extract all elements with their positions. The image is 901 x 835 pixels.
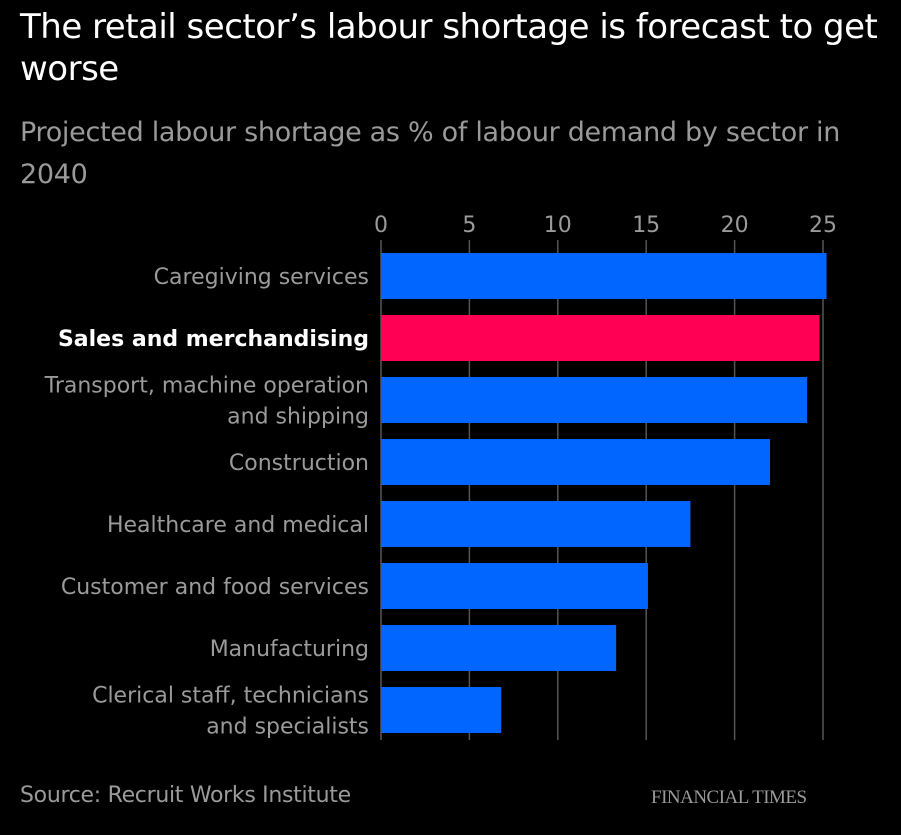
category-labels: Caregiving services Sales and merchandisi… xyxy=(44,265,369,740)
bar xyxy=(381,501,691,547)
category-label-line: Sales and merchandising xyxy=(58,327,369,352)
bars xyxy=(381,253,827,733)
category-label-line: Manufacturing xyxy=(210,637,369,662)
category-label-line: Transport, machine operation xyxy=(44,374,369,399)
x-tick-label: 15 xyxy=(632,213,660,238)
bar xyxy=(381,563,648,609)
source-note: Source: Recruit Works Institute xyxy=(20,783,351,808)
category-label: Clerical staff, technicians and specialis… xyxy=(92,684,369,740)
category-label: Sales and merchandising xyxy=(58,327,369,352)
category-label-line: Clerical staff, technicians xyxy=(92,684,369,709)
bar xyxy=(381,625,617,671)
x-tick-label: 10 xyxy=(544,213,572,238)
x-tick-label: 20 xyxy=(721,213,749,238)
bar xyxy=(381,687,502,733)
category-label-line: and specialists xyxy=(206,715,369,740)
bar xyxy=(381,377,808,423)
x-tick-label: 5 xyxy=(462,213,476,238)
category-label: Transport, machine operation and shipping xyxy=(44,374,369,430)
bar-highlighted xyxy=(381,315,820,361)
category-label: Healthcare and medical xyxy=(107,513,369,538)
bar xyxy=(381,253,827,299)
x-tick-label: 25 xyxy=(809,213,837,238)
x-tick-label: 0 xyxy=(374,213,388,238)
category-label: Customer and food services xyxy=(61,575,369,600)
chart-subtitle: Projected labour shortage as % of labour… xyxy=(20,117,841,190)
category-label-line: and shipping xyxy=(227,405,369,430)
category-label-line: Customer and food services xyxy=(61,575,369,600)
chart-title: The retail sector’s labour shortage is f… xyxy=(20,7,878,89)
x-axis-ticks: 0 5 10 15 20 25 xyxy=(374,213,837,238)
category-label-line: Healthcare and medical xyxy=(107,513,369,538)
category-label-line: Caregiving services xyxy=(154,265,369,290)
bar xyxy=(381,439,770,485)
category-label: Manufacturing xyxy=(210,637,369,662)
category-label: Construction xyxy=(229,451,369,476)
brand-logo: FINANCIAL TIMES xyxy=(651,787,807,808)
category-label: Caregiving services xyxy=(154,265,369,290)
category-label-line: Construction xyxy=(229,451,369,476)
